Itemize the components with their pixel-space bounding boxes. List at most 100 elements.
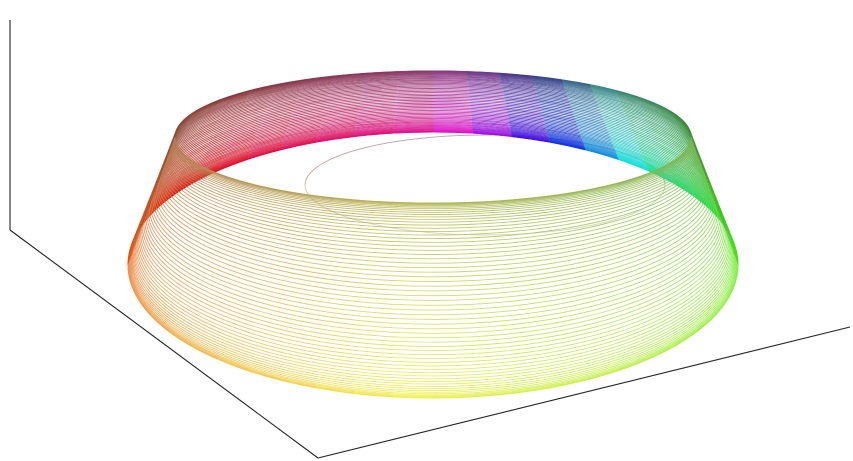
curve-segment bbox=[183, 199, 200, 210]
curve-segment bbox=[188, 117, 204, 128]
curve-segment bbox=[359, 106, 396, 110]
curve-segment bbox=[366, 201, 400, 204]
curve-segment bbox=[137, 236, 142, 253]
curve-segment bbox=[192, 131, 214, 143]
curve-segment bbox=[202, 293, 228, 306]
curve-segment bbox=[130, 280, 140, 298]
curve-segment bbox=[354, 128, 394, 133]
curve-segment bbox=[671, 155, 683, 165]
curve-segment bbox=[699, 247, 712, 262]
curve-segment bbox=[691, 295, 710, 311]
curve-segment bbox=[674, 120, 687, 130]
curve-segment bbox=[398, 237, 434, 240]
curve-segment bbox=[569, 248, 600, 257]
curve-segment bbox=[355, 374, 394, 379]
curve-segment bbox=[165, 166, 183, 181]
curve-segment bbox=[225, 139, 256, 151]
curve-segment bbox=[226, 183, 250, 191]
curve-segment bbox=[242, 102, 270, 111]
curve-segment bbox=[547, 352, 583, 361]
curve-segment bbox=[263, 109, 295, 118]
curve-segment bbox=[316, 385, 355, 393]
curve-segment bbox=[562, 190, 591, 197]
curve-segment bbox=[397, 84, 434, 86]
curve-segment bbox=[571, 266, 603, 274]
curve-segment bbox=[658, 169, 674, 179]
curve-segment bbox=[532, 80, 564, 86]
curve-segment bbox=[193, 164, 210, 173]
curve-segment bbox=[209, 96, 229, 105]
curve-segment bbox=[469, 296, 506, 301]
curve-segment bbox=[224, 142, 254, 154]
curve-segment bbox=[264, 257, 296, 266]
curve-segment bbox=[207, 99, 228, 109]
curve-segment bbox=[196, 320, 223, 334]
curve-segment bbox=[174, 170, 197, 186]
curve-segment bbox=[580, 329, 613, 340]
curve-segment bbox=[228, 296, 258, 307]
curve-segment bbox=[172, 315, 195, 330]
curve-segment bbox=[432, 340, 472, 343]
curve-segment bbox=[292, 107, 326, 114]
curve-segment bbox=[503, 251, 537, 257]
curve-segment bbox=[394, 122, 434, 125]
curve-segment bbox=[273, 84, 303, 91]
curve-segment bbox=[432, 70, 467, 73]
curve-segment bbox=[135, 266, 144, 284]
curve-segment bbox=[466, 200, 500, 203]
curve-segment bbox=[697, 244, 711, 259]
curve-segment bbox=[676, 238, 694, 252]
curve-segment bbox=[694, 306, 713, 323]
curve-segment bbox=[679, 180, 691, 191]
curve-segment bbox=[365, 204, 400, 208]
curve-segment bbox=[650, 127, 672, 138]
curve-segment bbox=[564, 86, 593, 93]
curve-segment bbox=[220, 151, 251, 164]
curve-segment bbox=[244, 215, 271, 223]
curve-segment bbox=[354, 379, 394, 384]
curve-segment bbox=[179, 212, 197, 224]
curve-segment bbox=[138, 257, 148, 274]
curve-segment bbox=[324, 301, 360, 308]
curve-segment bbox=[668, 304, 691, 319]
curve-segment bbox=[164, 181, 173, 193]
curve-segment bbox=[504, 99, 540, 105]
curve-segment bbox=[432, 289, 470, 292]
curve-segment bbox=[510, 362, 548, 369]
curve-segment bbox=[579, 130, 612, 141]
curve-segment bbox=[574, 288, 606, 297]
curve-segment bbox=[354, 130, 394, 135]
curve-segment bbox=[510, 371, 549, 378]
curve-segment bbox=[672, 157, 684, 168]
curve-segment bbox=[584, 146, 618, 158]
curve-segment bbox=[432, 364, 472, 367]
curve-segment bbox=[205, 138, 231, 150]
curve-segment bbox=[204, 141, 230, 154]
curve-segment bbox=[468, 86, 503, 90]
curve-segment bbox=[159, 230, 173, 244]
curve-segment bbox=[248, 146, 282, 157]
curve-segment bbox=[251, 139, 285, 149]
curve-segment bbox=[258, 122, 290, 132]
curve-segment bbox=[577, 126, 610, 136]
curve-segment bbox=[290, 300, 325, 308]
curve-segment bbox=[397, 89, 434, 92]
curve-segment bbox=[207, 100, 227, 109]
curve-segment bbox=[175, 148, 184, 158]
curve-segment bbox=[432, 266, 469, 269]
curve-segment bbox=[275, 192, 304, 199]
curve-segment bbox=[592, 90, 619, 98]
curve-segment bbox=[193, 163, 210, 173]
curve-segment bbox=[725, 275, 734, 293]
curve-segment bbox=[185, 262, 208, 275]
curve-segment bbox=[201, 147, 227, 160]
curve-segment bbox=[132, 250, 137, 267]
curve-segment bbox=[301, 214, 333, 220]
curve-segment bbox=[207, 179, 227, 188]
curve-segment bbox=[281, 372, 318, 382]
curve-segment bbox=[501, 84, 536, 89]
curve-segment bbox=[499, 197, 532, 202]
curve-segment bbox=[432, 109, 471, 112]
curve-segment bbox=[397, 257, 434, 260]
curve-segment bbox=[470, 112, 508, 117]
